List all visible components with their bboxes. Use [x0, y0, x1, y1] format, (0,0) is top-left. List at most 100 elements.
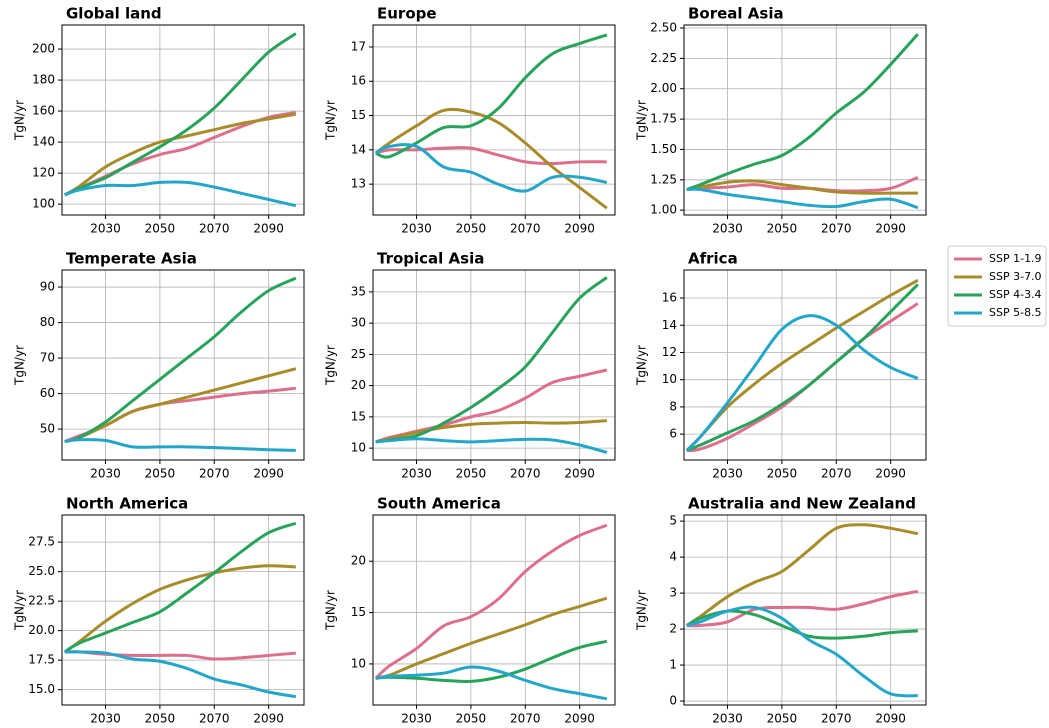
y-tick-label: 20: [351, 378, 366, 392]
series-line: [686, 283, 919, 452]
axes-frame: [683, 24, 927, 216]
panel: 2030 2050 2070 2090 15.0 17.5 20.0 22.5 25.0 27.5…: [13, 495, 305, 726]
x-tick-label: 2030: [712, 467, 743, 481]
axes-frame: [683, 514, 927, 706]
panel-title: Australia and New Zealand: [688, 495, 916, 513]
y-tick-label: 27.5: [28, 535, 55, 549]
x-tick-label: 2090: [875, 712, 906, 726]
y-tick-label: 14: [662, 318, 677, 332]
x-tick-label: 2050: [767, 222, 798, 236]
legend-label: SSP 3-7.0: [989, 270, 1042, 283]
y-tick-label: 2: [669, 622, 677, 636]
y-axis-label: TgN/yr: [635, 100, 649, 141]
y-axis-label: TgN/yr: [13, 100, 27, 141]
series-line: [686, 187, 919, 210]
panel-title: South America: [377, 495, 501, 513]
x-tick-label: 2050: [456, 222, 487, 236]
series-line: [686, 589, 919, 628]
y-tick-label: 17.5: [28, 653, 55, 667]
x-tick-label: 2090: [875, 467, 906, 481]
y-tick-label: 15: [351, 108, 366, 122]
axes-frame: [61, 24, 305, 216]
series-line: [63, 564, 296, 654]
x-tick-label: 2070: [821, 222, 852, 236]
y-tick-label: 20: [351, 554, 366, 568]
y-tick-label: 4: [669, 550, 677, 564]
y-tick-label: 50: [40, 422, 55, 436]
axes-frame: [372, 24, 616, 216]
x-tick-label: 2030: [401, 467, 432, 481]
x-tick-label: 2030: [90, 222, 121, 236]
x-tick-label: 2030: [401, 222, 432, 236]
y-tick-label: 80: [40, 315, 55, 329]
panel-title: Africa: [688, 250, 738, 268]
y-axis-label: TgN/yr: [324, 100, 338, 141]
x-tick-label: 2070: [199, 222, 230, 236]
y-tick-label: 8: [669, 399, 677, 413]
series-line: [375, 596, 608, 680]
series-line: [374, 143, 608, 193]
panel: 2030 2050 2070 2090 10 15 20 South America TgN/y…: [324, 495, 616, 726]
x-tick-label: 2070: [510, 222, 541, 236]
y-tick-label: 2.25: [650, 51, 677, 65]
y-tick-label: 0: [669, 694, 677, 708]
x-tick-label: 2030: [712, 712, 743, 726]
x-tick-label: 2050: [145, 712, 176, 726]
y-tick-label: 10: [662, 372, 677, 386]
x-tick-label: 2090: [564, 712, 595, 726]
y-tick-label: 15.0: [28, 682, 55, 696]
x-tick-label: 2070: [510, 467, 541, 481]
y-tick-label: 1.00: [650, 203, 677, 217]
series-line: [685, 279, 919, 452]
x-tick-label: 2070: [199, 712, 230, 726]
series-line: [375, 33, 608, 159]
legend-frame: [947, 245, 1047, 327]
series-line: [375, 665, 608, 701]
legend-label: SSP 4-3.4: [989, 288, 1042, 301]
x-tick-label: 2090: [564, 467, 595, 481]
y-tick-label: 25: [351, 347, 366, 361]
panel: 2030 2050 2070 2090 10 15 20 25 30 35 Tropical Asi…: [324, 250, 616, 481]
y-tick-label: 15: [351, 605, 366, 619]
x-tick-label: 2090: [564, 222, 595, 236]
legend: SSP 1-1.9 SSP 3-7.0 SSP 4-3.4 SSP 5-8.5: [947, 245, 1047, 327]
y-tick-label: 1.25: [650, 172, 677, 186]
x-tick-label: 2050: [767, 712, 798, 726]
y-tick-label: 17: [351, 39, 366, 53]
panel-title: Global land: [66, 5, 162, 23]
y-tick-label: 30: [351, 316, 366, 330]
series-line: [64, 32, 297, 197]
y-tick-label: 160: [32, 104, 55, 118]
y-tick-label: 5: [669, 514, 677, 528]
y-tick-label: 15: [351, 409, 366, 423]
y-tick-label: 22.5: [28, 594, 55, 608]
series-line: [375, 368, 608, 444]
panel-title: Tropical Asia: [377, 250, 484, 268]
panel-title: Europe: [377, 5, 437, 23]
series-line: [375, 437, 608, 454]
y-tick-label: 3: [669, 586, 677, 600]
y-tick-label: 200: [32, 42, 55, 56]
y-axis-label: TgN/yr: [635, 590, 649, 631]
y-axis-label: TgN/yr: [13, 345, 27, 386]
panel-title: Boreal Asia: [688, 5, 784, 23]
y-tick-label: 10: [351, 441, 366, 455]
y-tick-label: 100: [32, 197, 55, 211]
y-tick-label: 14: [351, 142, 366, 156]
y-tick-label: 16: [662, 291, 677, 305]
x-tick-label: 2050: [456, 467, 487, 481]
y-axis-label: TgN/yr: [635, 345, 649, 386]
panel: 2030 2050 2070 2090 6 8 10 12 14 16 Africa TgN/yr: [635, 250, 927, 481]
axes-frame: [372, 514, 616, 706]
y-axis-label: TgN/yr: [324, 345, 338, 386]
y-tick-label: 2.00: [650, 81, 677, 95]
legend-label: SSP 5-8.5: [989, 306, 1042, 319]
x-tick-label: 2050: [145, 467, 176, 481]
x-tick-label: 2090: [253, 222, 284, 236]
y-axis-label: TgN/yr: [324, 590, 338, 631]
y-tick-label: 70: [40, 351, 55, 365]
x-tick-label: 2070: [821, 467, 852, 481]
y-tick-label: 25.0: [28, 564, 55, 578]
series-line: [686, 175, 919, 193]
y-tick-label: 90: [40, 280, 55, 294]
